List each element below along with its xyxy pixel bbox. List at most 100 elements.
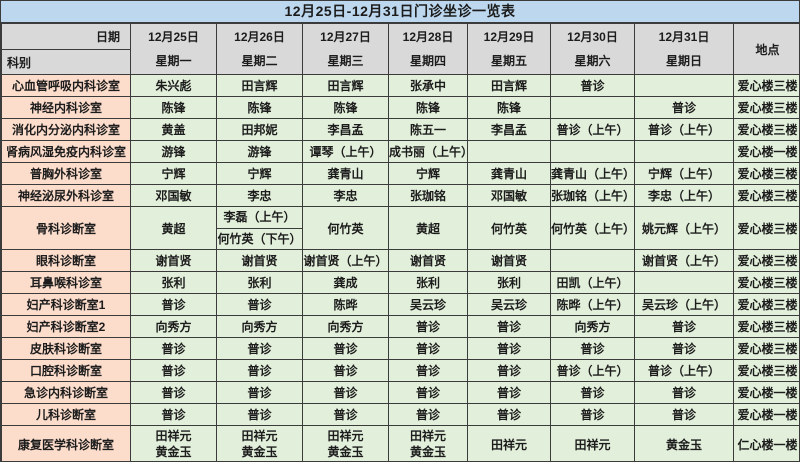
day-header-cell: 12月25日 星期一 bbox=[130, 23, 217, 75]
schedule-cell: 龚青山 bbox=[467, 162, 551, 185]
schedule-cell: 普诊 bbox=[550, 337, 635, 360]
schedule-body: 心血管呼吸内科诊室 朱兴彪 田言辉 田言辉 张承中 田言辉 普诊 爱心楼三楼 神经内科诊室 陈锋陈… bbox=[1, 74, 799, 461]
schedule-cell: 普诊 bbox=[550, 403, 635, 426]
schedule-cell: 普诊 bbox=[467, 337, 551, 360]
schedule-cell bbox=[634, 271, 734, 294]
location-cell: 爱心楼一楼 bbox=[733, 403, 799, 426]
schedule-cell: 田祥元 黄金玉 bbox=[130, 425, 217, 461]
schedule-cell bbox=[634, 74, 734, 97]
schedule-cell: 谢首贤 bbox=[388, 249, 468, 272]
location-cell: 爱心楼三楼 bbox=[733, 293, 799, 316]
schedule-cell: 田祥元 bbox=[467, 425, 551, 461]
schedule-cell: 普诊 bbox=[130, 359, 217, 382]
cell-line: 田祥元 bbox=[241, 429, 278, 443]
table-row: 儿科诊断室 普诊 普诊 普诊 普诊 普诊 普诊 普诊 爱心楼一楼 bbox=[1, 403, 799, 426]
day-header-cell: 12月31日 星期日 bbox=[634, 23, 734, 75]
schedule-header: 日期 12月25日 星期一 12月26日 星期二 12月27日 星期三 12月28日 星期四 12… bbox=[1, 23, 800, 75]
table-row: 皮肤科诊断室 普诊 普诊 普诊 普诊 普诊 普诊 普诊 爱心楼三楼 bbox=[1, 337, 799, 360]
schedule-cell: 陈锋 bbox=[130, 96, 217, 119]
schedule-cell: 陈锋 bbox=[216, 96, 303, 119]
schedule-cell: 陈锋 bbox=[467, 96, 551, 119]
schedule-cell: 向秀方 bbox=[550, 315, 635, 338]
cell-line: 黄金玉 bbox=[327, 445, 364, 459]
header-row-dates: 日期 12月25日 星期一 12月26日 星期二 12月27日 星期三 12月28日 星期四 12… bbox=[1, 23, 799, 75]
schedule-cell: 龚青山 bbox=[302, 162, 389, 185]
schedule-cell: 陈晔（上午） bbox=[550, 293, 635, 316]
schedule-cell bbox=[634, 140, 734, 163]
day-header-weekday: 星期日 bbox=[665, 54, 702, 68]
schedule-cell: 张珈铭（上午） bbox=[550, 184, 635, 207]
dept-cell: 口腔科诊断室 bbox=[1, 359, 131, 382]
schedule-cell: 宁辉 bbox=[130, 162, 217, 185]
schedule-cell: 谢首贤（上午） bbox=[302, 249, 389, 272]
dept-cell: 康复医学科诊断室 bbox=[1, 425, 131, 461]
schedule-cell: 谢首贤（上午） bbox=[634, 249, 734, 272]
schedule-cell: 普诊（上午） bbox=[634, 118, 734, 141]
schedule-cell: 田祥元 黄金玉 bbox=[388, 425, 468, 461]
location-cell: 爱心楼一楼 bbox=[733, 140, 799, 163]
location-header-cell: 地点 bbox=[733, 23, 799, 75]
schedule-cell: 普诊 bbox=[634, 337, 734, 360]
schedule-cell: 田凯（上午） bbox=[550, 271, 635, 294]
schedule-cell: 姚元辉（上午） bbox=[634, 206, 734, 250]
day-header-cell: 12月27日 星期三 bbox=[302, 23, 389, 75]
location-cell: 爱心楼三楼 bbox=[733, 359, 799, 382]
schedule-cell: 张承中 bbox=[388, 74, 468, 97]
schedule-cell: 向秀方 bbox=[302, 315, 389, 338]
dept-cell: 普胸外科诊室 bbox=[1, 162, 131, 185]
schedule-cell: 陈锋 bbox=[302, 96, 389, 119]
table-row: 急诊内科诊断室 普诊 普诊 普诊 普诊 普诊 普诊 普诊 爱心楼一楼 bbox=[1, 381, 799, 404]
day-header-date: 12月30日 bbox=[567, 30, 618, 44]
schedule-cell: 黄盖 bbox=[130, 118, 217, 141]
schedule-cell: 李昌孟 bbox=[302, 118, 389, 141]
schedule-cell: 田祥元 黄金玉 bbox=[302, 425, 389, 461]
cell-line: 田祥元 bbox=[155, 429, 192, 443]
location-cell: 爱心楼三楼 bbox=[733, 315, 799, 338]
day-header-weekday: 星期二 bbox=[241, 54, 278, 68]
table-row: 消化内分泌内科诊室 黄盖 田邦妮 李昌孟 陈五一 李昌孟 普诊（上午） 普诊（上午） 爱心楼三楼 bbox=[1, 118, 799, 141]
schedule-cell: 张利 bbox=[388, 271, 468, 294]
schedule-cell: 朱兴彪 bbox=[130, 74, 217, 97]
day-header-weekday: 星期四 bbox=[409, 54, 446, 68]
schedule-cell: 普诊 bbox=[216, 381, 303, 404]
schedule-cell: 普诊 bbox=[216, 403, 303, 426]
dept-cell: 消化内分泌内科诊室 bbox=[1, 118, 131, 141]
dept-cell: 耳鼻喉科诊室 bbox=[1, 271, 131, 294]
schedule-cell: 陈锋 bbox=[388, 96, 468, 119]
schedule-cell: 邓国敏 bbox=[467, 184, 551, 207]
schedule-cell: 普诊 bbox=[634, 381, 734, 404]
schedule-cell: 李忠 bbox=[302, 184, 389, 207]
schedule-cell: 邓国敏 bbox=[130, 184, 217, 207]
table-row: 康复医学科诊断室 田祥元 黄金玉 田祥元 黄金玉 田祥元 黄金玉 田祥元 黄金玉 田祥元 田祥元 黄金… bbox=[1, 425, 799, 461]
schedule-cell: 谭琴（上午） bbox=[302, 140, 389, 163]
table-row: 神经内科诊室 陈锋 陈锋 陈锋 陈锋 陈锋 普诊 爱心楼三楼 bbox=[1, 96, 799, 119]
schedule-cell: 何竹英（上午） bbox=[550, 206, 635, 250]
schedule-cell: 普诊（上午） bbox=[634, 359, 734, 382]
location-cell: 爱心楼三楼 bbox=[733, 74, 799, 97]
schedule-cell: 普诊 bbox=[302, 381, 389, 404]
corner-date-cell: 日期 bbox=[1, 23, 131, 50]
location-cell: 爱心楼三楼 bbox=[733, 162, 799, 185]
header-row-dept: 科别 bbox=[1, 49, 800, 75]
table-row: 口腔科诊断室 普诊 普诊 普诊 普诊 普诊 普诊（上午） 普诊（上午） 爱心楼三楼 bbox=[1, 359, 799, 382]
schedule-cell: 黄金玉 bbox=[634, 425, 734, 461]
schedule-cell: 普诊 bbox=[302, 337, 389, 360]
schedule-cell: 吴云珍 bbox=[388, 293, 468, 316]
schedule-cell: 游锋 bbox=[216, 140, 303, 163]
schedule-cell: 张利 bbox=[467, 271, 551, 294]
schedule-cell: 游锋 bbox=[130, 140, 217, 163]
schedule-cell: 龚青山（上午） bbox=[550, 162, 635, 185]
schedule-cell: 宁辉 bbox=[388, 162, 468, 185]
schedule-cell: 黄超 bbox=[388, 206, 468, 250]
day-header-weekday: 星期三 bbox=[327, 54, 364, 68]
schedule-cell: 普诊 bbox=[634, 315, 734, 338]
schedule-cell: 陈晔 bbox=[302, 293, 389, 316]
schedule-cell: 宁辉 bbox=[216, 162, 303, 185]
schedule-cell: 普诊 bbox=[388, 381, 468, 404]
schedule-cell: 李忠（上午） bbox=[634, 184, 734, 207]
table-row: 耳鼻喉科诊室 张利 张利 龚成 张利 张利 田凯（上午） 爱心楼三楼 bbox=[1, 271, 799, 294]
schedule-cell: 谢首贤 bbox=[467, 249, 551, 272]
schedule-cell: 成书丽（上午） bbox=[388, 140, 468, 163]
schedule-cell: 田祥元 黄金玉 bbox=[216, 425, 303, 461]
dept-cell: 神经泌尿外科诊室 bbox=[1, 184, 131, 207]
